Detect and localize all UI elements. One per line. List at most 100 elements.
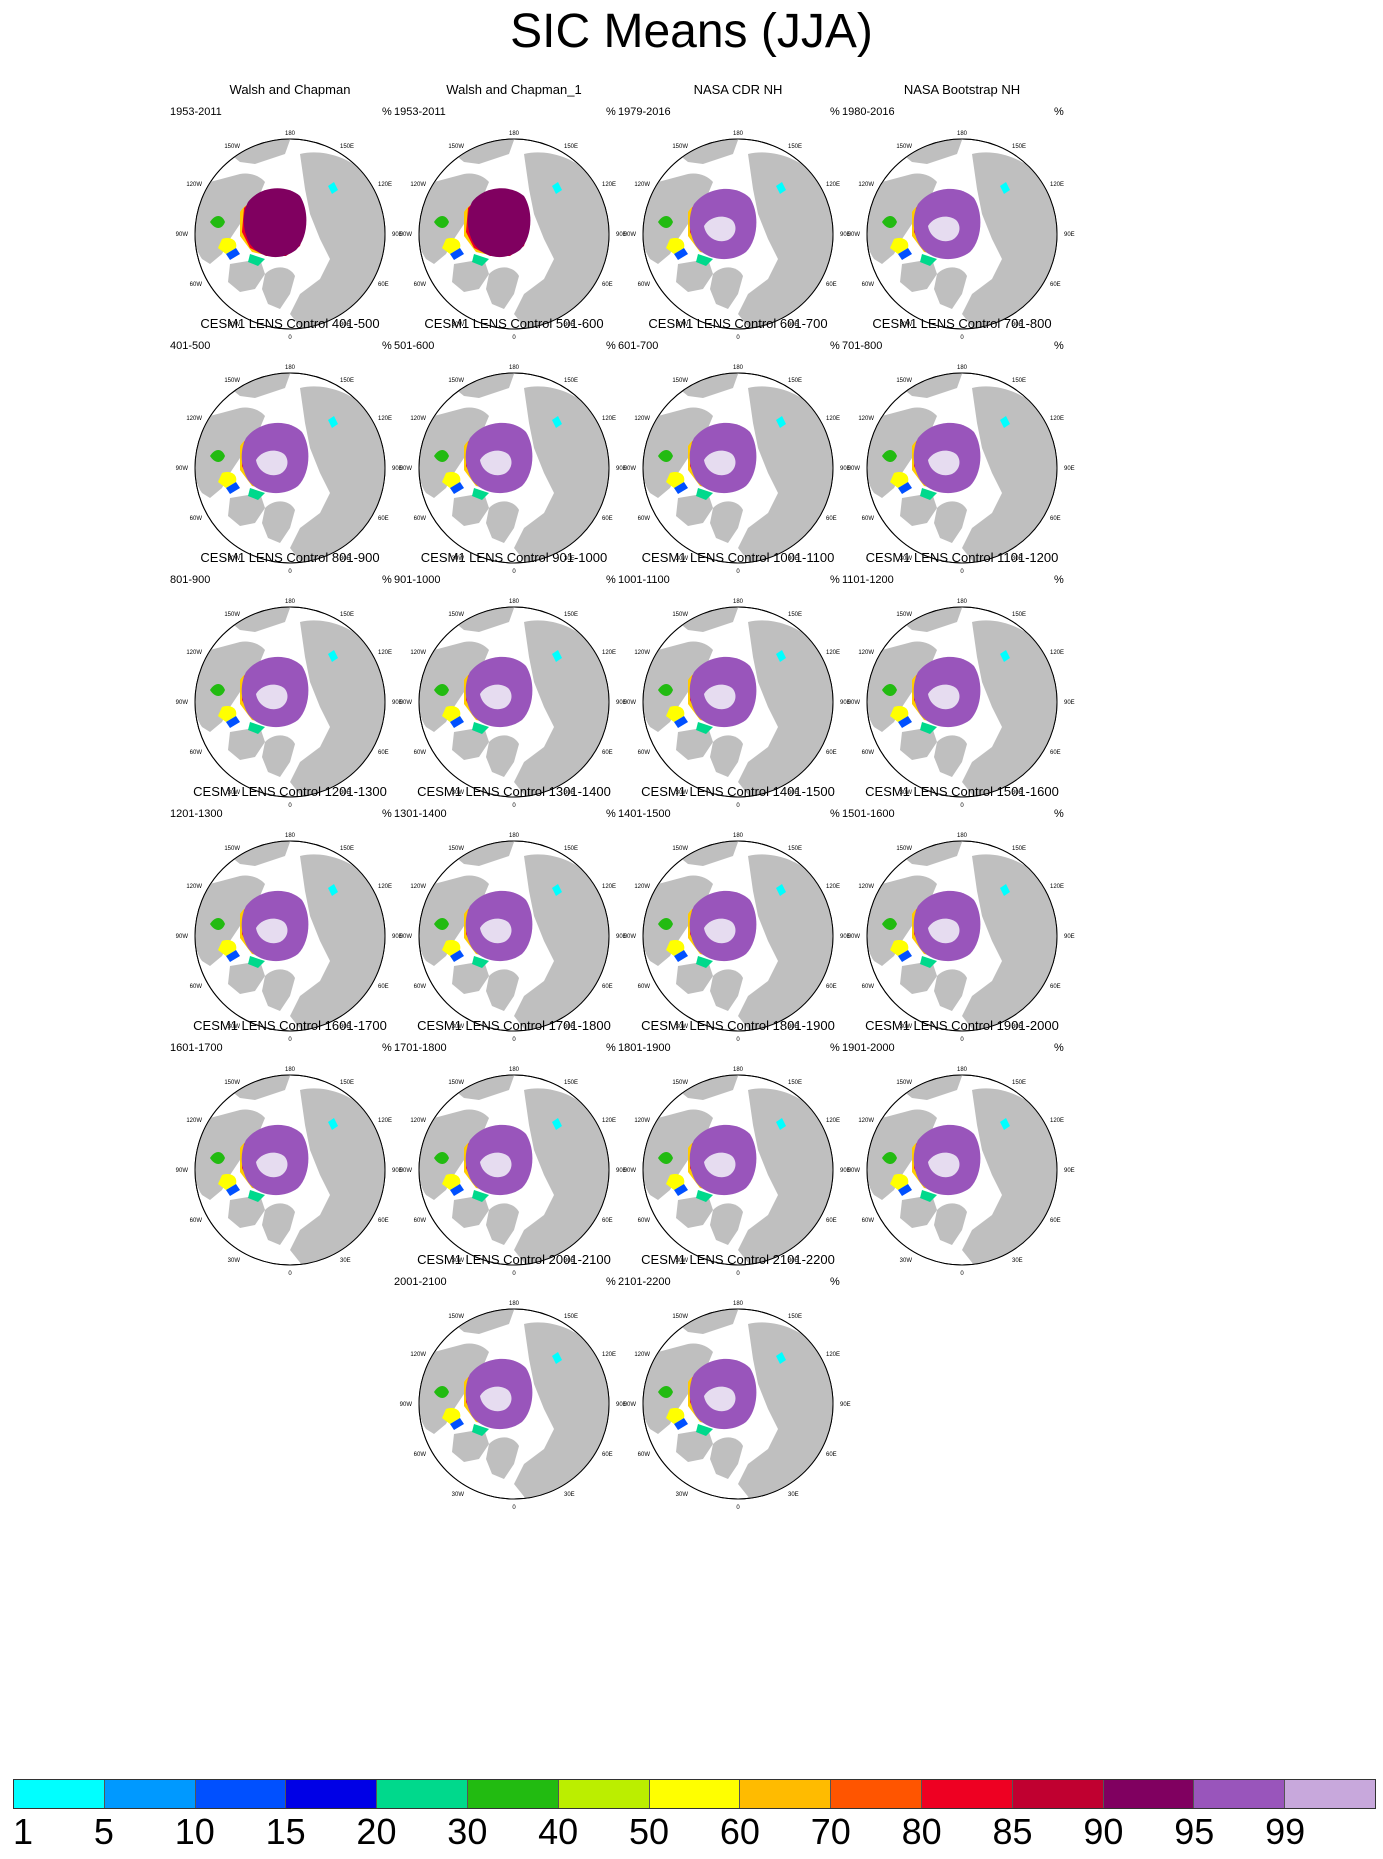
polar-map: 180 0 90W 90E 120W 150W 150E 120E 60W 30… <box>176 599 403 809</box>
panel-title: CESM1 LENS Control 1301-1400 <box>417 784 611 799</box>
svg-text:30W: 30W <box>676 1024 689 1030</box>
svg-text:60E: 60E <box>602 282 613 288</box>
colorbar-label: 80 <box>901 1811 942 1852</box>
svg-text:90W: 90W <box>624 1168 637 1174</box>
panel-title: CESM1 LENS Control 601-700 <box>648 316 828 331</box>
panel-unit: % <box>606 808 616 820</box>
colorbar-label: 70 <box>810 1811 851 1852</box>
svg-text:30E: 30E <box>788 556 799 562</box>
colorbar-label: 30 <box>447 1811 488 1852</box>
svg-text:120W: 120W <box>410 1352 426 1358</box>
svg-text:60E: 60E <box>378 750 389 756</box>
svg-text:180: 180 <box>957 131 968 137</box>
svg-text:0: 0 <box>288 803 292 809</box>
svg-text:120E: 120E <box>378 884 392 890</box>
colorbar-box <box>1103 1780 1195 1808</box>
panel-unit: % <box>382 808 392 820</box>
panel-title: CESM1 LENS Control 801-900 <box>200 550 380 565</box>
svg-text:90E: 90E <box>1064 700 1075 706</box>
panel-period: 1801-1900 <box>618 1042 671 1054</box>
svg-text:150W: 150W <box>224 1080 240 1086</box>
map-panel: CESM1 LENS Control 1201-1300 1201-1300% 1… <box>170 784 410 1054</box>
svg-text:0: 0 <box>288 335 292 341</box>
svg-text:90E: 90E <box>392 934 403 940</box>
svg-text:150W: 150W <box>896 846 912 852</box>
svg-text:120W: 120W <box>410 182 426 188</box>
svg-text:30W: 30W <box>452 322 465 328</box>
svg-text:180: 180 <box>509 1301 520 1307</box>
colorbar-label: 50 <box>629 1811 670 1852</box>
map-panel: CESM1 LENS Control 2001-2100 2001-2100% 1… <box>394 1252 634 1522</box>
svg-text:180: 180 <box>285 833 296 839</box>
map-panel: CESM1 LENS Control 901-1000 901-1000% 180… <box>394 550 634 820</box>
svg-text:60E: 60E <box>1050 516 1061 522</box>
colorbar-box <box>195 1780 287 1808</box>
panel-period: 901-1000 <box>394 574 441 586</box>
svg-text:120E: 120E <box>602 884 616 890</box>
svg-text:60E: 60E <box>826 750 837 756</box>
colorbar-box <box>649 1780 741 1808</box>
panel-title: CESM1 LENS Control 1901-2000 <box>865 1018 1059 1033</box>
panel-period: 801-900 <box>170 574 211 586</box>
svg-text:90W: 90W <box>848 232 861 238</box>
svg-text:150E: 150E <box>788 378 802 384</box>
svg-text:90W: 90W <box>176 1168 189 1174</box>
svg-text:150E: 150E <box>564 1080 578 1086</box>
svg-text:120E: 120E <box>378 1118 392 1124</box>
svg-text:0: 0 <box>512 1037 516 1043</box>
svg-text:150W: 150W <box>896 378 912 384</box>
colorbar-box <box>1194 1780 1286 1808</box>
svg-text:0: 0 <box>960 1271 964 1277</box>
svg-text:150E: 150E <box>564 1314 578 1320</box>
svg-text:150E: 150E <box>340 378 354 384</box>
map-panel: CESM1 LENS Control 1301-1400 1301-1400% 1… <box>394 784 634 1054</box>
svg-text:0: 0 <box>288 1037 292 1043</box>
panel-title: CESM1 LENS Control 1801-1900 <box>641 1018 835 1033</box>
svg-text:120E: 120E <box>1050 650 1064 656</box>
panel-unit: % <box>382 340 392 352</box>
svg-text:0: 0 <box>960 803 964 809</box>
svg-text:180: 180 <box>957 365 968 371</box>
svg-text:150E: 150E <box>340 846 354 852</box>
svg-text:90W: 90W <box>624 1402 637 1408</box>
svg-text:30E: 30E <box>564 790 575 796</box>
svg-text:60E: 60E <box>826 1452 837 1458</box>
svg-text:90W: 90W <box>624 466 637 472</box>
panel-period: 1201-1300 <box>170 808 223 820</box>
svg-text:150W: 150W <box>672 846 688 852</box>
colorbar-box <box>104 1780 196 1808</box>
svg-text:0: 0 <box>960 335 964 341</box>
svg-text:30W: 30W <box>452 1024 465 1030</box>
svg-text:60E: 60E <box>1050 1218 1061 1224</box>
panel-unit: % <box>606 1042 616 1054</box>
panel-title: CESM1 LENS Control 1701-1800 <box>417 1018 611 1033</box>
panel-title: CESM1 LENS Control 1501-1600 <box>865 784 1059 799</box>
svg-text:30W: 30W <box>228 322 241 328</box>
svg-text:150E: 150E <box>1012 1080 1026 1086</box>
svg-text:60E: 60E <box>826 516 837 522</box>
svg-text:60E: 60E <box>1050 750 1061 756</box>
svg-text:90W: 90W <box>176 934 189 940</box>
svg-text:60E: 60E <box>826 984 837 990</box>
polar-map: 180 0 90W 90E 120W 150W 150E 120E 60W 30… <box>400 365 627 575</box>
svg-text:90E: 90E <box>392 466 403 472</box>
svg-text:180: 180 <box>285 1067 296 1073</box>
svg-text:60W: 60W <box>638 750 651 756</box>
svg-text:150E: 150E <box>788 1314 802 1320</box>
colorbar-labels: 1 5 10 15 20 30 40 50 60 70 80 85 90 95 99 <box>0 1810 1383 1855</box>
svg-text:120W: 120W <box>186 650 202 656</box>
svg-text:0: 0 <box>512 1271 516 1277</box>
svg-text:150W: 150W <box>224 612 240 618</box>
panel-period: 1979-2016 <box>618 106 671 118</box>
svg-text:150W: 150W <box>896 1080 912 1086</box>
svg-text:150W: 150W <box>672 144 688 150</box>
svg-text:90W: 90W <box>848 700 861 706</box>
panel-unit: % <box>382 574 392 586</box>
map-panel: CESM1 LENS Control 1401-1500 1401-1500% 1… <box>618 784 858 1054</box>
svg-text:120W: 120W <box>634 1118 650 1124</box>
svg-text:0: 0 <box>512 335 516 341</box>
svg-text:30E: 30E <box>1012 790 1023 796</box>
svg-text:180: 180 <box>733 1301 744 1307</box>
map-panel: CESM1 LENS Control 1901-2000 1901-2000% 1… <box>842 1018 1082 1288</box>
svg-text:60W: 60W <box>862 984 875 990</box>
